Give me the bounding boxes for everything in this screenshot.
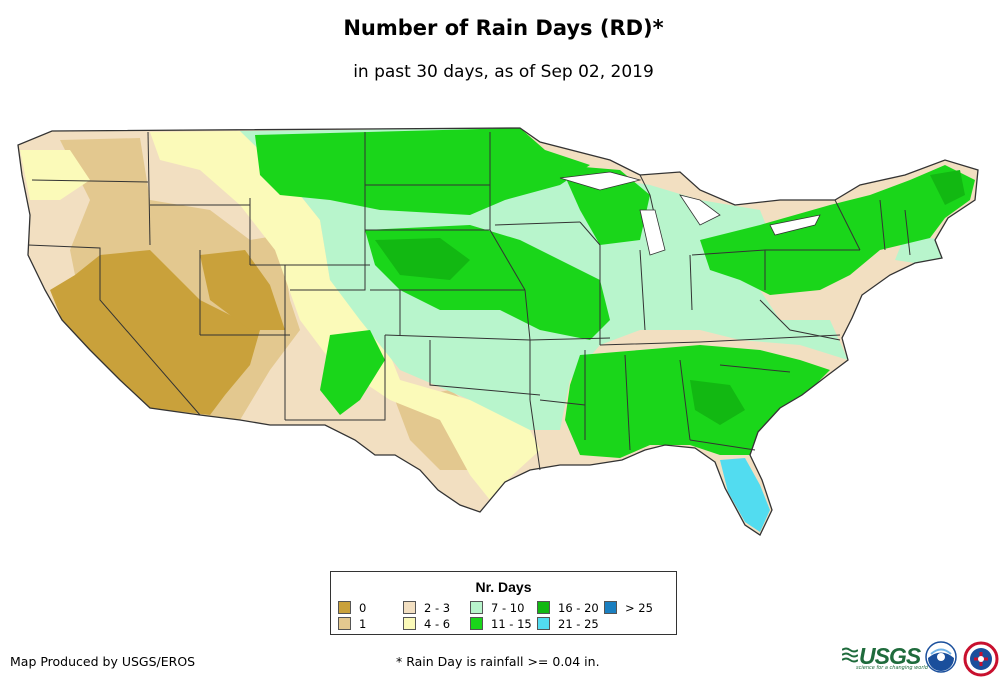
legend-label-11-15: 11 - 15: [491, 617, 532, 631]
legend-swatch-7-10: [470, 601, 483, 614]
legend-item-4-6: 4 - 6: [403, 617, 450, 631]
nws-logo-icon: [963, 641, 999, 677]
usgs-logo-text: USGS: [859, 643, 921, 669]
zone-11-15-day-southern-plains: [320, 330, 385, 415]
legend-item-16-20: 16 - 20: [537, 601, 599, 615]
legend-item-2-3: 2 - 3: [403, 601, 450, 615]
zone-11-15-day-north: [255, 128, 590, 215]
zone-21-25-day-florida: [720, 458, 770, 532]
legend-label-1: 1: [359, 617, 367, 631]
zone-4-6-day-oregon: [20, 150, 90, 200]
legend-label-7-10: 7 - 10: [491, 601, 525, 615]
usgs-wave-icon: [842, 647, 858, 663]
legend-swatch-gt-25: [604, 601, 617, 614]
zone-16-20-day-georgia: [690, 380, 745, 425]
zone-16-20-day-nebraska: [375, 238, 470, 280]
zone-11-15-day-northeast: [700, 165, 975, 295]
legend-item-1: 1: [338, 617, 366, 631]
legend-label-2-3: 2 - 3: [424, 601, 451, 615]
credit-text: Map Produced by USGS/EROS: [10, 654, 196, 669]
legend-label-gt-25: > 25: [625, 601, 653, 615]
map-subtitle: in past 30 days, as of Sep 02, 2019: [353, 62, 654, 82]
zone-16-20-day-maine: [930, 170, 965, 205]
usgs-logo: USGS science for a changing world: [842, 643, 928, 671]
zone-4-6-day-rockies: [150, 131, 540, 500]
legend-label-0: 0: [359, 601, 367, 615]
legend-swatch-0: [338, 601, 351, 614]
legend-swatch-2-3: [403, 601, 416, 614]
state-boundaries: [17, 127, 979, 536]
legend-item-0: 0: [338, 601, 366, 615]
footnote-text: * Rain Day is rainfall >= 0.04 in.: [396, 654, 600, 669]
zone-0-day-plateau: [200, 250, 285, 330]
legend-title: Nr. Days: [475, 579, 532, 595]
legend-item-21-25: 21 - 25: [537, 617, 599, 631]
legend-item-7-10: 7 - 10: [470, 601, 524, 615]
zone-0-day-southwest: [50, 250, 260, 415]
legend-label-4-6: 4 - 6: [424, 617, 451, 631]
legend-item-gt-25: > 25: [604, 601, 653, 615]
legend-swatch-1: [338, 617, 351, 630]
us-rain-days-map: [17, 127, 979, 536]
legend-swatch-4-6: [403, 617, 416, 630]
legend-swatch-16-20: [537, 601, 550, 614]
noaa-logo-icon: [925, 641, 957, 673]
usgs-logo-tagline: science for a changing world: [856, 665, 928, 671]
legend-swatch-21-25: [537, 617, 550, 630]
legend-item-11-15: 11 - 15: [470, 617, 532, 631]
map-title: Number of Rain Days (RD)*: [343, 16, 664, 40]
legend-swatch-11-15: [470, 617, 483, 630]
legend-label-21-25: 21 - 25: [558, 617, 599, 631]
great-lakes: [559, 171, 821, 256]
legend: Nr. Days 0 1 2 - 3 4 - 6 7 - 10 11 - 15 …: [330, 571, 677, 635]
legend-label-16-20: 16 - 20: [558, 601, 599, 615]
